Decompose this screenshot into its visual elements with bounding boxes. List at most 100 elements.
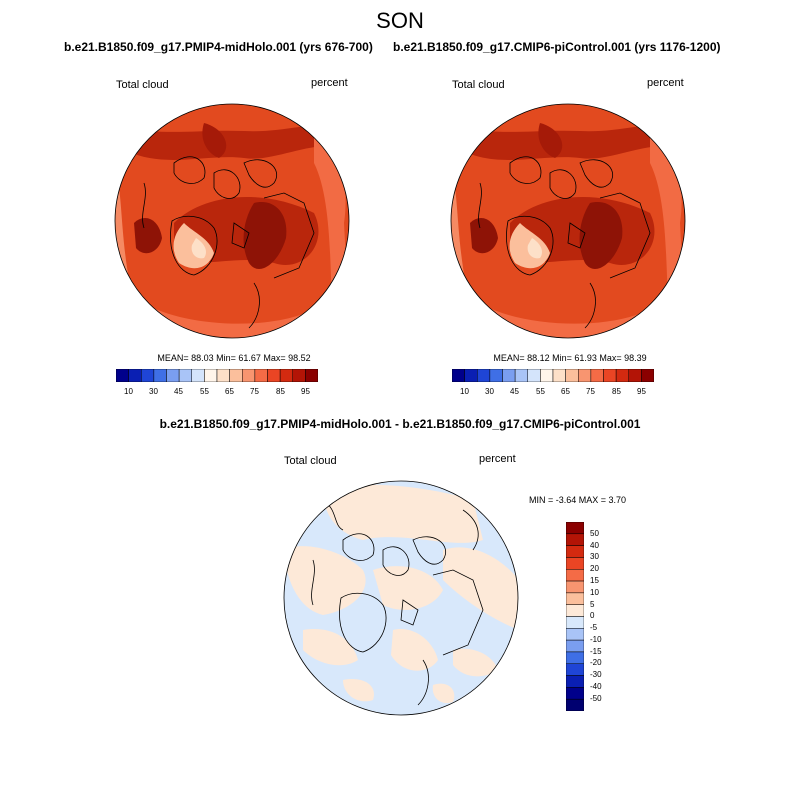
panel-1-stats: MEAN= 88.03 Min= 61.67 Max= 98.52: [157, 353, 311, 363]
colorbar-swatch: [477, 369, 491, 382]
colorbar-tick-label: 65: [561, 387, 570, 396]
colorbar-swatch: [566, 557, 584, 570]
colorbar-swatch: [191, 369, 205, 382]
panel-3-colorbar-labels: 50 40 30 20 15 10 5 0 -5 -10 -15 -20 -30…: [590, 522, 620, 711]
colorbar-swatch: [242, 369, 256, 382]
colorbar-tick-label: -10: [590, 635, 602, 644]
colorbar-tick-label: 55: [200, 387, 209, 396]
colorbar-tick-label: 10: [590, 588, 599, 597]
colorbar-swatch: [578, 369, 592, 382]
colorbar-swatch: [566, 569, 584, 582]
colorbar-tick-label: 30: [590, 552, 599, 561]
colorbar-swatch: [566, 651, 584, 665]
panel-2-colorbar-labels: 10 30 45 55 65 75 85 95: [452, 387, 654, 399]
panel-1-variable-label: Total cloud: [116, 79, 169, 91]
colorbar-tick-label: 10: [124, 387, 133, 396]
colorbar-tick-label: 75: [250, 387, 259, 396]
colorbar-tick-label: 40: [590, 541, 599, 550]
panel-2-colorbar: [452, 369, 654, 382]
colorbar-swatch: [229, 369, 243, 382]
colorbar-swatch: [116, 369, 129, 382]
colorbar-swatch: [464, 369, 478, 382]
colorbar-tick-label: 85: [276, 387, 285, 396]
panel-3-colorbar: [566, 522, 584, 711]
colorbar-tick-label: -50: [590, 694, 602, 703]
panel-1-units: percent: [311, 77, 348, 89]
colorbar-swatch: [292, 369, 306, 382]
colorbar-swatch: [566, 687, 584, 700]
panel-3-title: b.e21.B1850.f09_g17.PMIP4-midHolo.001 - …: [159, 417, 641, 431]
colorbar-swatch: [305, 369, 318, 382]
panel-2-variable-label: Total cloud: [452, 79, 505, 91]
panel-3-stats: MIN = -3.64 MAX = 3.70: [529, 495, 627, 505]
colorbar-tick-label: -40: [590, 682, 602, 691]
panel-1-colorbar: [116, 369, 318, 382]
colorbar-swatch: [267, 369, 281, 382]
colorbar-swatch: [166, 369, 180, 382]
colorbar-tick-label: 65: [225, 387, 234, 396]
colorbar-swatch: [279, 369, 294, 382]
colorbar-swatch: [566, 580, 584, 594]
colorbar-tick-label: 10: [460, 387, 469, 396]
colorbar-swatch: [254, 369, 268, 382]
colorbar-tick-label: 75: [586, 387, 595, 396]
colorbar-swatch: [514, 369, 529, 382]
colorbar-swatch: [566, 604, 584, 617]
colorbar-swatch: [502, 369, 516, 382]
panel-3-variable-label: Total cloud: [284, 455, 337, 467]
colorbar-tick-label: 15: [590, 576, 599, 585]
colorbar-tick-label: 30: [149, 387, 158, 396]
colorbar-tick-label: 50: [590, 529, 599, 538]
panel-3-polar-map: [283, 480, 519, 716]
colorbar-tick-label: -30: [590, 670, 602, 679]
colorbar-tick-label: 5: [590, 600, 595, 609]
colorbar-swatch: [204, 369, 218, 382]
colorbar-swatch: [552, 369, 566, 382]
colorbar-tick-label: 95: [637, 387, 646, 396]
colorbar-swatch: [153, 369, 167, 382]
colorbar-swatch: [178, 369, 193, 382]
colorbar-tick-label: 30: [485, 387, 494, 396]
colorbar-tick-label: 55: [536, 387, 545, 396]
season-title: SON: [376, 8, 424, 33]
colorbar-swatch: [452, 369, 465, 382]
colorbar-tick-label: 20: [590, 564, 599, 573]
colorbar-swatch: [590, 369, 604, 382]
colorbar-swatch: [566, 533, 584, 546]
panel-2-stats: MEAN= 88.12 Min= 61.93 Max= 98.39: [493, 353, 647, 363]
panel-1-polar-map: [114, 103, 350, 339]
colorbar-swatch: [565, 369, 579, 382]
colorbar-tick-label: -5: [590, 623, 598, 632]
colorbar-tick-label: 45: [510, 387, 519, 396]
colorbar-swatch: [566, 675, 584, 688]
colorbar-swatch: [527, 369, 541, 382]
colorbar-swatch: [566, 522, 584, 535]
colorbar-swatch: [128, 369, 142, 382]
colorbar-swatch: [566, 698, 584, 711]
colorbar-swatch: [603, 369, 617, 382]
colorbar-swatch: [216, 369, 230, 382]
colorbar-tick-label: 95: [301, 387, 310, 396]
colorbar-tick-label: 85: [612, 387, 621, 396]
colorbar-tick-label: -20: [590, 658, 602, 667]
colorbar-swatch: [141, 369, 155, 382]
panel-2-title: b.e21.B1850.f09_g17.CMIP6-piControl.001 …: [393, 40, 721, 54]
colorbar-swatch: [615, 369, 630, 382]
colorbar-swatch: [489, 369, 503, 382]
colorbar-swatch: [566, 592, 584, 605]
colorbar-swatch: [566, 545, 584, 558]
panel-1-colorbar-labels: 10 30 45 55 65 75 85 95: [116, 387, 318, 399]
colorbar-swatch: [566, 663, 584, 676]
colorbar-tick-label: 0: [590, 611, 595, 620]
colorbar-swatch: [566, 616, 584, 629]
panel-2-units: percent: [647, 77, 684, 89]
colorbar-tick-label: -15: [590, 647, 602, 656]
colorbar-swatch: [566, 628, 584, 641]
panel-1-title: b.e21.B1850.f09_g17.PMIP4-midHolo.001 (y…: [64, 40, 373, 54]
panel-2-polar-map: [450, 103, 686, 339]
colorbar-swatch: [628, 369, 642, 382]
colorbar-swatch: [641, 369, 654, 382]
colorbar-swatch: [540, 369, 554, 382]
panel-3-units: percent: [479, 453, 516, 465]
colorbar-swatch: [566, 639, 584, 653]
